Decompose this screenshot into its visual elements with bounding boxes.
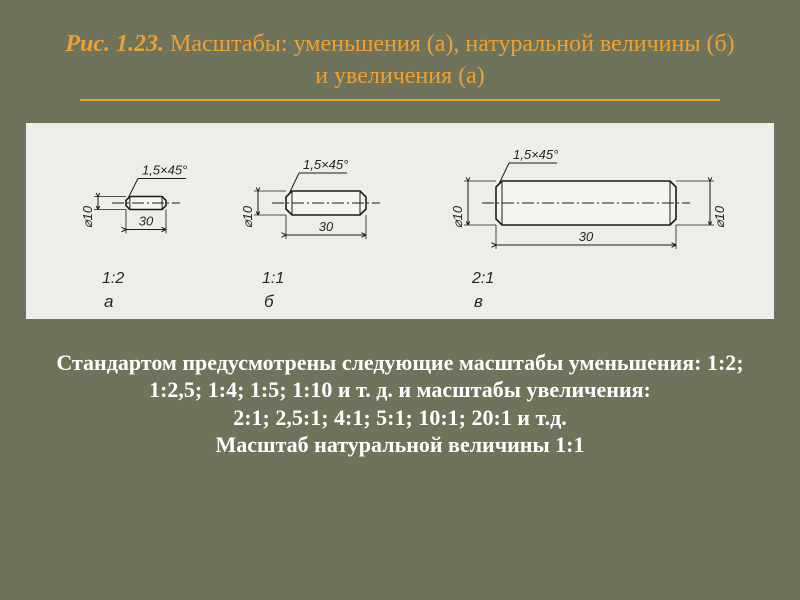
svg-text:⌀10: ⌀10 — [712, 205, 727, 228]
svg-text:1:2: 1:2 — [102, 270, 124, 287]
svg-text:в: в — [474, 292, 483, 311]
figure-ref: Рис. 1.23. — [65, 31, 164, 57]
svg-text:30: 30 — [139, 213, 154, 228]
svg-text:30: 30 — [579, 229, 594, 244]
body-line-1: Стандартом предусмотрены следующие масшт… — [36, 349, 764, 404]
figure-caption: Масштабы: уменьшения (а), натуральной ве… — [170, 31, 735, 89]
svg-text:1,5×45°: 1,5×45° — [513, 147, 558, 162]
svg-text:а: а — [104, 292, 113, 311]
scales-diagram: 1,5×45° ⌀10 30 1:2 а 1,5×45° ⌀10 30 1:1 б 1,5×45… — [26, 123, 774, 319]
svg-text:1,5×45°: 1,5×45° — [142, 162, 187, 177]
title-underline — [80, 99, 720, 101]
svg-text:б: б — [264, 292, 275, 311]
slide-title: Рис. 1.23. Масштабы: уменьшения (а), нат… — [60, 28, 740, 101]
body-line-3: Масштаб натуральной величины 1:1 — [36, 431, 764, 459]
body-line-2: 2:1; 2,5:1; 4:1; 5:1; 10:1; 20:1 и т.д. — [36, 404, 764, 432]
svg-text:⌀10: ⌀10 — [240, 205, 255, 228]
svg-text:⌀10: ⌀10 — [80, 205, 95, 228]
svg-text:1:1: 1:1 — [262, 270, 284, 287]
body-text: Стандартом предусмотрены следующие масшт… — [36, 349, 764, 459]
figure-container: 1,5×45° ⌀10 30 1:2 а 1,5×45° ⌀10 30 1:1 б 1,5×45… — [26, 123, 774, 319]
svg-text:30: 30 — [319, 219, 334, 234]
svg-text:⌀10: ⌀10 — [450, 205, 465, 228]
svg-text:1,5×45°: 1,5×45° — [303, 157, 348, 172]
svg-text:2:1: 2:1 — [471, 270, 494, 287]
